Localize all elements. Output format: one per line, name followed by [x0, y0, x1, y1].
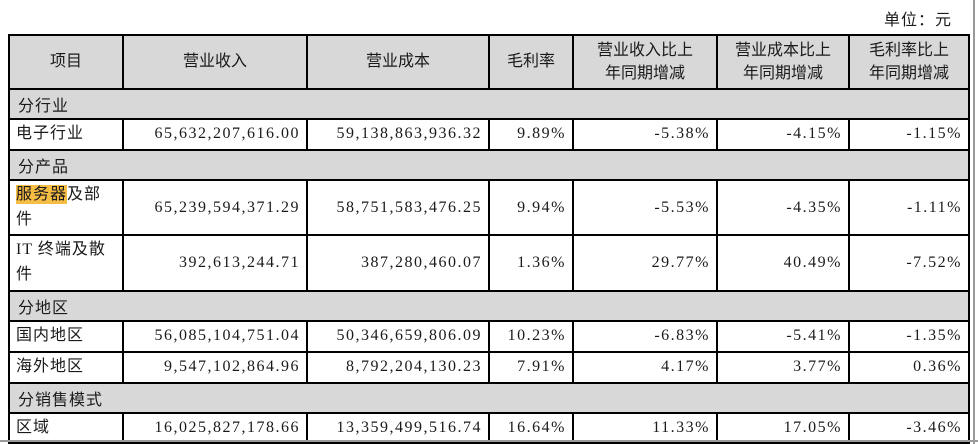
table-row: 电子行业 65,632,207,616.00 59,138,863,936.32 9.… [8, 118, 970, 151]
highlighted-text: 服务器 [16, 184, 68, 204]
margin-cell: 9.94% [488, 178, 574, 237]
cost-cell: 8,792,204,130.23 [306, 350, 490, 384]
margin-yoy-cell: -7.52% [848, 234, 970, 292]
revenue-cell: 9,547,102,864.96 [122, 350, 308, 384]
table-row: 区域 16,025,827,178.66 13,359,499,516.74 16.6… [8, 411, 970, 444]
table-row: 国内地区 56,085,104,751.04 50,346,659,806.09 10… [8, 319, 970, 353]
cost-cell: 13,359,499,516.74 [306, 411, 490, 444]
unit-label: 单位：元 [883, 12, 952, 29]
revenue-yoy-cell: -5.53% [572, 178, 718, 237]
section-label: 分销售模式 [8, 381, 970, 414]
cost-yoy-cell: 40.49% [716, 234, 850, 292]
section-label: 分行业 [8, 88, 970, 120]
revenue-cell: 56,085,104,751.04 [122, 319, 308, 353]
margin-yoy-cell: -1.35% [848, 319, 970, 353]
cost-yoy-cell: -5.41% [716, 319, 850, 353]
revenue-cell: 392,613,244.71 [122, 234, 308, 292]
revenue-yoy-cell: -6.83% [572, 319, 718, 353]
margin-cell: 9.89% [488, 118, 574, 151]
table-row: 服务器及部件 65,239,594,371.29 58,751,583,476.25… [8, 178, 970, 237]
table-body: 分行业 电子行业 65,632,207,616.00 59,138,863,936.3… [8, 88, 970, 444]
revenue-yoy-cell: 29.77% [572, 234, 718, 292]
item-cell: 区域 [8, 411, 124, 444]
margin-yoy-cell: -1.15% [848, 118, 970, 151]
margin-cell: 1.36% [488, 234, 574, 292]
revenue-cell: 65,239,594,371.29 [122, 178, 308, 237]
margin-cell: 10.23% [488, 319, 574, 353]
item-cell: 国内地区 [8, 319, 124, 353]
item-cell: IT 终端及散件 [8, 234, 124, 292]
revenue-yoy-cell: 4.17% [572, 350, 718, 384]
cost-yoy-cell: 3.77% [716, 350, 850, 384]
table-row: 海外地区 9,547,102,864.96 8,792,204,130.23 7.91… [8, 350, 970, 384]
cost-cell: 50,346,659,806.09 [306, 319, 490, 353]
header-row: 项目 营业收入 营业成本 毛利率 营业收入比上 年同期增减 营业成本比上 年同期… [8, 34, 970, 90]
revenue-yoy-cell: -5.38% [572, 118, 718, 151]
column-header-item: 项目 [8, 34, 124, 90]
section-row: 分产品 [8, 148, 970, 181]
section-row: 分行业 [8, 88, 970, 120]
margin-cell: 16.64% [488, 411, 574, 444]
cost-cell: 58,751,583,476.25 [306, 178, 490, 237]
cost-cell: 387,280,460.07 [306, 234, 490, 292]
item-cell: 电子行业 [8, 118, 124, 151]
cost-cell: 59,138,863,936.32 [306, 118, 490, 151]
section-row: 分地区 [8, 289, 970, 322]
segment-data-table: 项目 营业收入 营业成本 毛利率 营业收入比上 年同期增减 营业成本比上 年同期… [8, 34, 970, 444]
table-header: 项目 营业收入 营业成本 毛利率 营业收入比上 年同期增减 营业成本比上 年同期… [8, 34, 970, 90]
page-edge-bottom [0, 440, 978, 442]
table-row: IT 终端及散件 392,613,244.71 387,280,460.07 1.36… [8, 234, 970, 292]
section-label: 分产品 [8, 148, 970, 181]
revenue-cell: 65,632,207,616.00 [122, 118, 308, 151]
column-header-revenue-yoy: 营业收入比上 年同期增减 [572, 34, 718, 90]
margin-yoy-cell: -3.46% [848, 411, 970, 444]
revenue-yoy-cell: 11.33% [572, 411, 718, 444]
column-header-margin: 毛利率 [488, 34, 574, 90]
column-header-cost-yoy: 营业成本比上 年同期增减 [716, 34, 850, 90]
margin-yoy-cell: 0.36% [848, 350, 970, 384]
cost-yoy-cell: -4.35% [716, 178, 850, 237]
item-cell: 海外地区 [8, 350, 124, 384]
revenue-cell: 16,025,827,178.66 [122, 411, 308, 444]
column-header-revenue: 营业收入 [122, 34, 308, 90]
column-header-margin-yoy: 毛利率比上 年同期增减 [848, 34, 970, 90]
cost-yoy-cell: -4.15% [716, 118, 850, 151]
margin-yoy-cell: -1.11% [848, 178, 970, 237]
section-label: 分地区 [8, 289, 970, 322]
item-cell: 服务器及部件 [8, 178, 124, 237]
column-header-cost: 营业成本 [306, 34, 490, 90]
margin-cell: 7.91% [488, 350, 574, 384]
section-row: 分销售模式 [8, 381, 970, 414]
page-edge-right [973, 0, 975, 444]
cost-yoy-cell: 17.05% [716, 411, 850, 444]
